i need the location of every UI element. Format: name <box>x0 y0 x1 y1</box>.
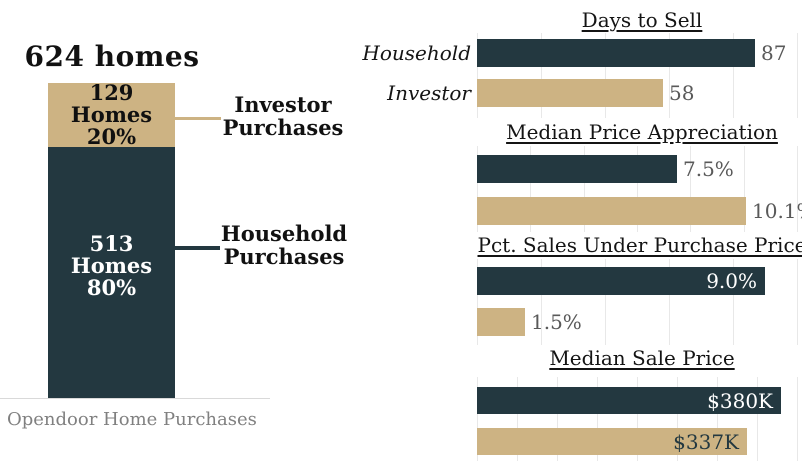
gridline <box>669 259 670 345</box>
plot-area-median-price-appreciation <box>477 146 798 232</box>
household-segment-label: 513 Homes 80% <box>48 233 175 299</box>
value-label: 58 <box>669 81 695 105</box>
gridline <box>477 33 478 118</box>
gridline <box>669 33 670 118</box>
gridline <box>597 377 598 461</box>
left-chart-title: 624 homes <box>24 40 200 73</box>
chart-title-median-sale-price: Median Sale Price <box>477 346 802 370</box>
investor-callout-label: Investor Purchases <box>222 92 344 140</box>
plot-area-days-to-sell <box>477 33 798 118</box>
gridline <box>797 259 798 345</box>
household-segment: 513 Homes 80% <box>48 147 175 399</box>
bar-investor-pct-sales-under-purchase-price <box>477 308 525 336</box>
chart-title-text: Days to Sell <box>581 8 703 32</box>
value-label: 1.5% <box>531 310 582 334</box>
bar-investor-median-price-appreciation <box>477 197 746 225</box>
chart-title-text: Pct. Sales Under Purchase Price <box>477 233 802 257</box>
bar-investor-median-sale-price: $337K <box>477 428 747 455</box>
investor-segment-label-count: 129 Homes <box>70 80 153 127</box>
gridline <box>797 33 798 118</box>
gridline <box>605 33 606 118</box>
value-label: 87 <box>761 41 787 65</box>
gridline <box>757 377 758 461</box>
chart-caption: Opendoor Home Purchases <box>7 409 257 430</box>
gridline <box>477 259 478 345</box>
investor-connector-line <box>175 117 221 120</box>
gridline <box>517 377 518 461</box>
gridline <box>637 377 638 461</box>
gridline <box>477 146 478 232</box>
gridline <box>717 377 718 461</box>
value-label: $337K <box>673 429 739 454</box>
gridline <box>584 146 585 232</box>
chart-title-median-price-appreciation: Median Price Appreciation <box>477 120 802 144</box>
stacked-bar: 129 Homes 20% 513 Homes 80% <box>48 80 175 399</box>
value-label: 7.5% <box>683 157 734 181</box>
household-segment-label-pct: 80% <box>86 275 137 300</box>
value-label: 10.1% <box>752 199 802 223</box>
bar-household-pct-sales-under-purchase-price: 9.0% <box>477 267 765 295</box>
gridline <box>477 377 478 461</box>
gridline <box>797 146 798 232</box>
plot-area-median-sale-price <box>477 377 798 461</box>
bar-household-median-sale-price: $380K <box>477 387 781 414</box>
bar-household-days-to-sell <box>477 39 755 67</box>
bar-household-median-price-appreciation <box>477 155 677 183</box>
gridline <box>677 377 678 461</box>
plot-area-pct-sales-under-purchase-price <box>477 259 798 345</box>
value-label: 9.0% <box>706 269 757 293</box>
chart-title-pct-sales-under-purchase-price: Pct. Sales Under Purchase Price <box>477 233 802 257</box>
household-connector-line <box>175 246 220 250</box>
chart-title-days-to-sell: Days to Sell <box>477 8 802 32</box>
bar-investor-days-to-sell <box>477 79 663 107</box>
category-label-investor: Investor <box>387 81 471 105</box>
gridline <box>733 259 734 345</box>
investor-segment: 129 Homes 20% <box>48 80 175 149</box>
chart-title-text: Median Price Appreciation <box>506 120 778 144</box>
category-label-household: Household <box>362 41 471 65</box>
gridline <box>690 146 691 232</box>
household-callout-label: Household Purchases <box>220 221 348 269</box>
gridline <box>637 146 638 232</box>
chart-title-text: Median Sale Price <box>549 346 735 370</box>
gridline <box>530 146 531 232</box>
gridline <box>744 146 745 232</box>
gridline <box>605 259 606 345</box>
gridline <box>541 33 542 118</box>
value-label: $380K <box>707 388 773 413</box>
baseline-axis <box>0 398 270 399</box>
investor-segment-label-pct: 20% <box>86 124 137 149</box>
gridline <box>797 377 798 461</box>
gridline <box>557 377 558 461</box>
household-segment-label-count: 513 Homes <box>70 231 153 278</box>
gridline <box>733 33 734 118</box>
gridline <box>541 259 542 345</box>
